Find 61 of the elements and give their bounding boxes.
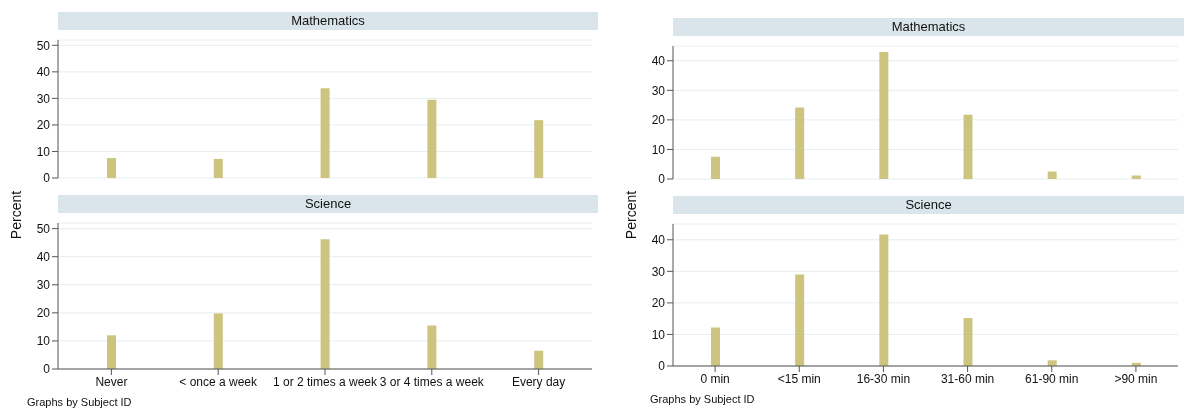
y-tick-label: 0 (43, 171, 51, 186)
x-tick-label: < once a week (179, 374, 259, 389)
y-tick-label: 0 (43, 362, 51, 377)
y-tick-label: 30 (651, 83, 666, 98)
y-tick-label: 50 (36, 221, 51, 236)
x-tick-label: <15 min (777, 371, 821, 386)
x-tick-label: Never (95, 374, 128, 389)
y-tick-label: 10 (36, 334, 51, 349)
bar (795, 107, 805, 179)
chart-title: Science (58, 195, 598, 213)
bar (320, 88, 330, 178)
bar (427, 99, 437, 178)
y-tick-label: 0 (658, 359, 666, 374)
bar (879, 234, 889, 366)
y-tick-label: 10 (651, 327, 666, 342)
x-tick-label: 0 min (700, 371, 730, 386)
y-axis-title: Percent (8, 190, 24, 240)
bar (427, 325, 437, 369)
x-tick-label: 1 or 2 times a week (272, 374, 379, 389)
bar (534, 350, 544, 369)
text: Graphs by Subject ID (27, 396, 132, 408)
y-tick-label: 0 (658, 172, 666, 187)
y-tick-label: 20 (36, 118, 51, 133)
y-tick-label: 50 (36, 38, 51, 53)
x-tick-label: 16-30 min (856, 371, 911, 386)
y-tick-label: 30 (36, 91, 51, 106)
y-tick-label: 40 (36, 249, 51, 264)
y-tick-label: 30 (36, 278, 51, 293)
y-tick-label: 30 (651, 264, 666, 279)
chart-title: Mathematics (58, 12, 598, 30)
bar (795, 274, 805, 366)
bar (711, 156, 720, 179)
x-tick-label: >90 min (1114, 371, 1158, 386)
bar (879, 51, 889, 179)
text: Graphs by Subject ID (650, 393, 755, 405)
x-tick-label: 61-90 min (1025, 371, 1079, 386)
y-tick-label: 40 (651, 54, 666, 69)
bar (107, 158, 116, 178)
bar (711, 327, 720, 366)
y-axis-title: Percent (623, 190, 639, 240)
bar (1047, 171, 1057, 179)
bar (107, 335, 116, 369)
x-tick-label: Every day (511, 374, 566, 389)
x-tick-label: 31-60 min (940, 371, 995, 386)
bar (963, 114, 973, 179)
x-tick-label: 3 or 4 times a week (379, 374, 485, 389)
y-tick-label: 10 (36, 144, 51, 159)
bar (963, 318, 973, 366)
bar (213, 158, 223, 178)
bar (1131, 175, 1141, 179)
y-tick-label: 40 (651, 233, 666, 248)
y-tick-label: 20 (36, 306, 51, 321)
bar (534, 120, 544, 178)
bar (320, 239, 330, 369)
bar (213, 313, 223, 369)
y-tick-label: 20 (651, 296, 666, 311)
chart-title: Science (673, 196, 1184, 214)
y-tick-label: 20 (651, 113, 666, 128)
y-tick-label: 40 (36, 65, 51, 80)
chart-title: Mathematics (673, 18, 1184, 36)
y-tick-label: 10 (651, 142, 666, 157)
